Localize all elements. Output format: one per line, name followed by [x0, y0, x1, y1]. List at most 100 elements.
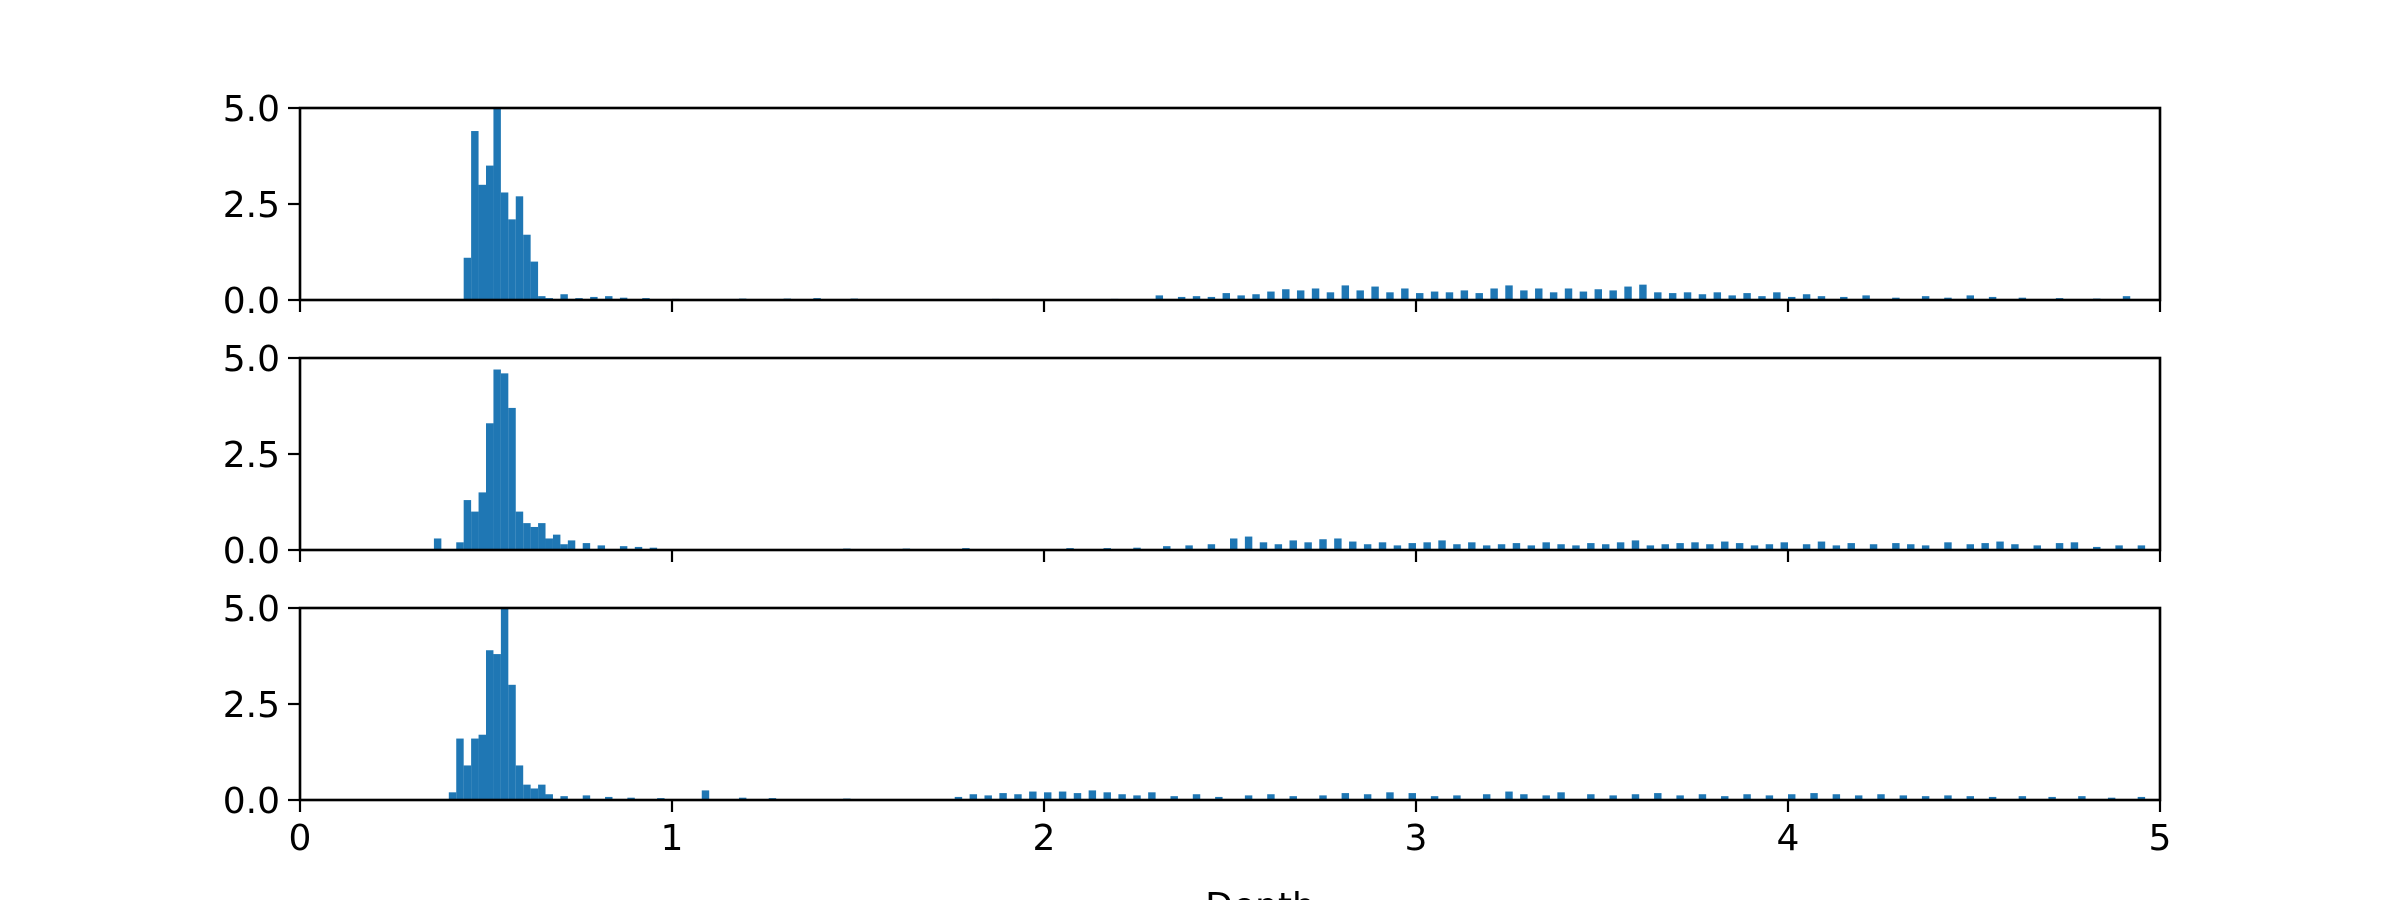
y-tick-label: 2.5	[223, 685, 280, 726]
histogram-bar	[1802, 544, 1811, 550]
histogram-bar	[1520, 290, 1528, 300]
histogram-bar	[1728, 295, 1736, 300]
histogram-bar	[1088, 790, 1097, 800]
histogram-bar	[1416, 293, 1424, 300]
histogram-bar	[1282, 289, 1290, 300]
histogram-bar	[478, 184, 486, 300]
histogram-bar	[1289, 540, 1297, 550]
histogram-bar	[1505, 285, 1513, 300]
histogram-bar	[1817, 541, 1826, 550]
histogram-bar	[560, 544, 568, 550]
histogram-bar	[1549, 292, 1558, 300]
histogram-bar	[523, 234, 531, 300]
histogram-bar	[486, 650, 494, 800]
histogram-bar	[1512, 543, 1521, 550]
histogram-bar	[1363, 544, 1372, 550]
histogram-bar	[560, 796, 568, 800]
histogram-bar	[1802, 294, 1811, 300]
histogram-bar	[538, 784, 546, 800]
histogram-bar	[1587, 794, 1595, 800]
histogram-bar	[433, 538, 442, 550]
histogram-bar	[701, 790, 710, 800]
histogram-bar	[1631, 794, 1640, 800]
histogram-bar	[2137, 796, 2146, 800]
histogram-bar	[1453, 544, 1461, 550]
histogram-bar	[1944, 542, 1952, 550]
histogram-bar	[545, 794, 553, 800]
histogram-bar	[984, 795, 992, 800]
histogram-bar	[508, 684, 516, 800]
histogram-bar	[954, 796, 963, 800]
histogram-bar	[1854, 795, 1863, 800]
histogram-bar	[1408, 793, 1416, 800]
histogram-bar	[1460, 290, 1469, 300]
y-tick-label: 0.0	[223, 281, 280, 322]
histogram-bar	[1780, 542, 1788, 550]
histogram-bar	[1192, 794, 1201, 800]
histogram-bar	[1877, 794, 1885, 800]
histogram-bar	[1721, 796, 1729, 800]
histogram-bar	[1319, 795, 1327, 800]
histogram-bar	[1386, 792, 1394, 800]
histogram-bar	[471, 131, 479, 300]
histogram-bar	[1631, 540, 1640, 550]
histogram-bar	[1654, 793, 1662, 800]
histogram-bar	[2048, 796, 2056, 800]
histogram-bar	[560, 294, 568, 300]
histogram-bar	[530, 261, 539, 300]
histogram-bar	[1847, 543, 1855, 550]
histogram-bar	[1899, 795, 1908, 800]
y-tick-label: 5.0	[223, 339, 280, 380]
histogram-bar	[530, 526, 539, 550]
histogram-bar	[1155, 295, 1164, 300]
histogram-bar	[1557, 792, 1565, 800]
histogram-bar	[1073, 793, 1082, 800]
histogram-bar	[1609, 795, 1617, 800]
histogram-bar	[634, 546, 643, 550]
histogram-bar	[1244, 536, 1253, 550]
histogram-bar	[1505, 791, 1513, 800]
histogram-bar	[1445, 292, 1454, 300]
histogram-bar	[1163, 546, 1171, 550]
histogram-bar	[1490, 288, 1498, 300]
histogram-bar	[1311, 288, 1320, 300]
x-tick-label: 3	[1405, 818, 1428, 859]
histogram-bar	[1520, 794, 1528, 800]
histogram-bar	[1341, 793, 1350, 800]
histogram-bar	[1148, 792, 1156, 800]
histogram-bar	[1341, 285, 1350, 300]
histogram-bar	[1907, 544, 1915, 550]
histogram-bar	[1423, 542, 1431, 550]
histogram-bar	[1044, 792, 1052, 800]
histogram-bar	[500, 373, 509, 550]
histogram-bar	[515, 511, 524, 550]
histogram-bar	[597, 545, 606, 550]
histogram-bar	[486, 165, 494, 300]
histogram-bar	[1758, 296, 1766, 300]
histogram-bar	[2093, 546, 2101, 550]
histogram-bar	[1267, 794, 1275, 800]
histogram-bar	[471, 738, 479, 800]
histogram-bar	[493, 108, 501, 300]
histogram-bar	[567, 540, 576, 550]
histogram-bar	[1453, 795, 1461, 800]
histogram-bar	[605, 796, 613, 800]
histogram-bar	[1832, 794, 1841, 800]
histogram-bar	[1222, 293, 1230, 300]
histogram-bar	[1788, 296, 1796, 300]
histogram-bar	[463, 765, 472, 800]
histogram-bar	[463, 257, 472, 300]
histogram-bar	[493, 654, 501, 800]
histogram-bar	[2115, 545, 2123, 550]
histogram-bar	[456, 542, 464, 550]
histogram-bar	[1289, 796, 1297, 800]
histogram-bar	[538, 296, 546, 300]
histogram-bar	[1869, 544, 1878, 550]
histogram-bar	[1252, 294, 1260, 300]
histogram-bar	[1393, 545, 1402, 550]
histogram-bar	[1609, 290, 1617, 300]
histogram-bar	[1438, 540, 1446, 550]
histogram-bar	[1133, 795, 1141, 800]
histogram-bar	[1773, 292, 1781, 300]
histogram-bar	[1029, 791, 1037, 800]
